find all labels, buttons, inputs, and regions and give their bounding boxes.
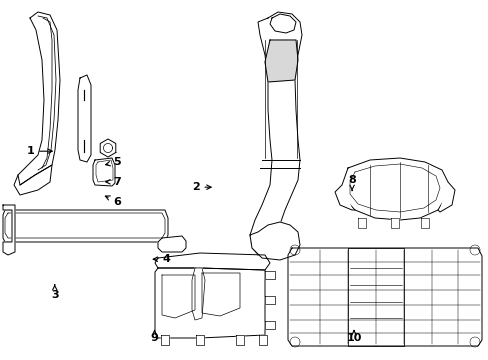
Text: 8: 8 — [347, 175, 355, 190]
Text: 6: 6 — [105, 196, 121, 207]
Polygon shape — [100, 139, 116, 157]
Polygon shape — [420, 218, 428, 228]
Text: 10: 10 — [346, 330, 361, 343]
Polygon shape — [162, 275, 195, 318]
Text: 1: 1 — [26, 146, 52, 156]
Polygon shape — [155, 268, 264, 338]
Polygon shape — [264, 271, 274, 279]
Polygon shape — [236, 335, 244, 345]
Polygon shape — [264, 321, 274, 329]
Polygon shape — [264, 296, 274, 304]
Polygon shape — [390, 218, 398, 228]
Polygon shape — [264, 40, 297, 82]
Polygon shape — [334, 185, 351, 210]
Polygon shape — [357, 218, 365, 228]
Polygon shape — [155, 253, 269, 270]
Polygon shape — [202, 273, 240, 316]
Polygon shape — [249, 12, 302, 255]
Polygon shape — [269, 14, 295, 33]
Polygon shape — [287, 248, 481, 346]
Text: 4: 4 — [153, 254, 170, 264]
Text: 2: 2 — [191, 182, 211, 192]
Polygon shape — [93, 158, 115, 186]
Polygon shape — [3, 210, 168, 242]
Polygon shape — [18, 12, 60, 185]
Text: 9: 9 — [150, 330, 158, 343]
Polygon shape — [439, 182, 454, 212]
Polygon shape — [192, 268, 204, 320]
Text: 5: 5 — [105, 157, 121, 167]
Polygon shape — [14, 165, 52, 195]
Polygon shape — [78, 75, 91, 162]
Text: 7: 7 — [105, 177, 121, 187]
Polygon shape — [341, 158, 447, 220]
Text: 3: 3 — [51, 285, 59, 300]
Polygon shape — [158, 236, 185, 252]
Polygon shape — [196, 335, 203, 345]
Polygon shape — [349, 164, 439, 212]
Polygon shape — [259, 335, 266, 345]
Polygon shape — [3, 205, 15, 255]
Polygon shape — [161, 335, 169, 345]
Polygon shape — [249, 222, 299, 260]
